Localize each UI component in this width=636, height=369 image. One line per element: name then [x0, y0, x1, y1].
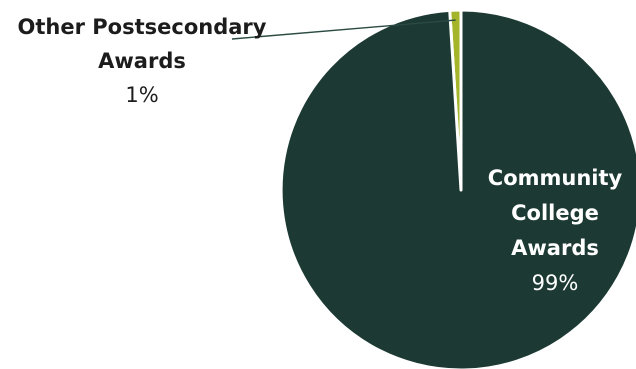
- pie-slices: [279, 8, 636, 369]
- pie-labels: Other Postsecondary Awards 1% Community Coll…: [18, 15, 623, 295]
- leader-line: [231, 19, 456, 40]
- other-postsecondary-awards-label: Other Postsecondary Awards 1%: [18, 15, 267, 107]
- community-college-awards-label: Community College Awards 99%: [488, 166, 623, 295]
- pie-slice-community-college-awards: [279, 8, 636, 369]
